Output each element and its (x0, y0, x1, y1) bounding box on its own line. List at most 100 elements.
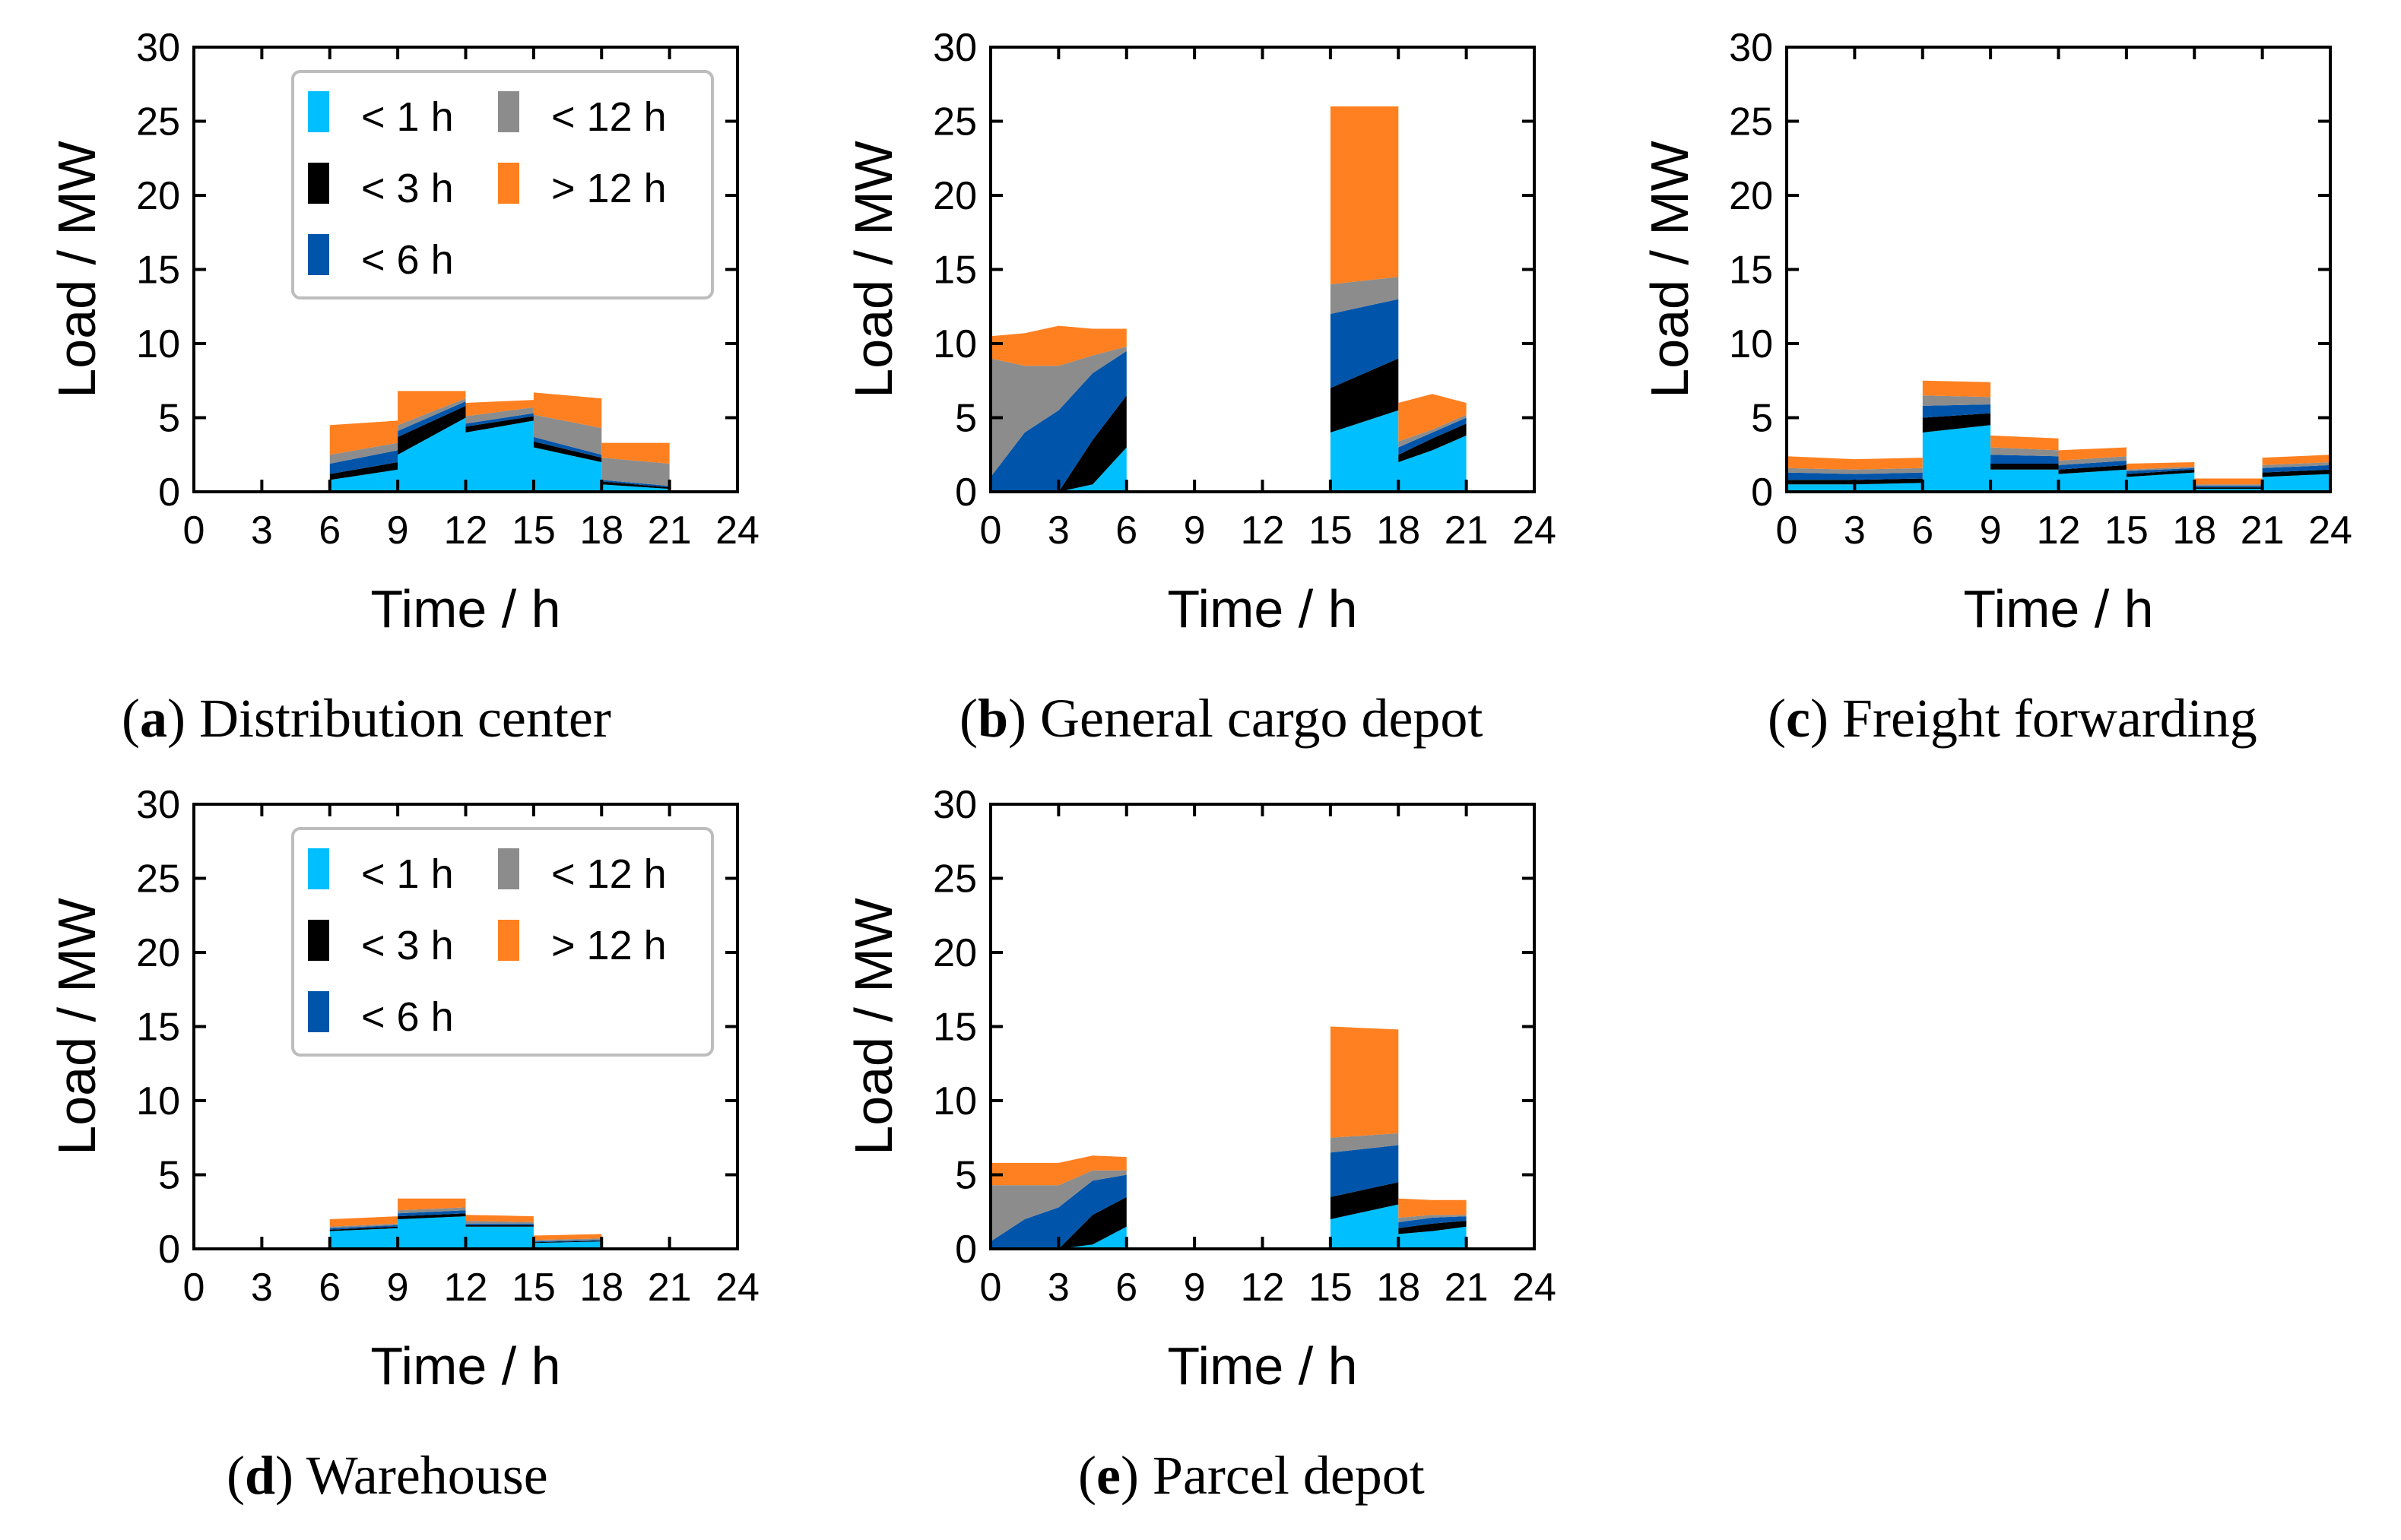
x-tick-label: 24 (1512, 1266, 1556, 1310)
caption-letter: d (245, 1445, 275, 1506)
x-tick-label: 24 (715, 1266, 760, 1310)
chart-b: 0 5 10 15 20 25 30 0 3 6 9 12 15 18 21 24 Time / h Load /… (844, 26, 1556, 749)
caption-text: ) Freight forwarding (1810, 688, 2257, 749)
area-b-lt6h (991, 299, 1534, 492)
caption-text: ) General cargo depot (1008, 688, 1483, 749)
x-tick-label: 18 (579, 1266, 623, 1310)
x-tick-label: 24 (2308, 509, 2352, 553)
chart-c: 0 5 10 15 20 25 30 0 3 6 9 12 15 18 21 24 Time / h Load /… (1640, 26, 2352, 749)
y-tick-label: 10 (136, 1079, 180, 1123)
legend-swatch-lt3h (308, 920, 329, 961)
plot-frame-c (1785, 46, 2332, 493)
y-tick-label: 25 (136, 857, 180, 902)
x-tick-label: 0 (183, 1266, 205, 1310)
y-tick-label: 15 (1729, 249, 1773, 293)
y-tick-label: 30 (136, 26, 180, 70)
y-tick-label: 10 (1729, 322, 1773, 366)
x-tick-label: 15 (1308, 1266, 1353, 1310)
legend-swatch-lt1h (308, 91, 329, 132)
caption-letter: b (978, 688, 1008, 749)
area-a-gt12h (194, 391, 737, 492)
y-axis-label: Load / MW (844, 898, 903, 1155)
y-tick-label: 20 (1729, 174, 1773, 218)
y-tick-label: 5 (158, 397, 180, 441)
x-tick-label: 12 (1241, 509, 1285, 553)
x-tick-label: 9 (387, 1266, 409, 1310)
x-tick-label: 6 (1911, 509, 1933, 553)
x-tick-label: 6 (319, 1266, 341, 1310)
x-tick-label: 15 (512, 1266, 556, 1310)
x-tick-label: 24 (1512, 509, 1556, 553)
x-tick-label: 3 (1844, 509, 1866, 553)
y-tick-label: 20 (136, 931, 180, 975)
y-tick-label: 15 (933, 1006, 977, 1050)
y-tick-label: 0 (1751, 471, 1773, 515)
legend-swatch-lt1h (308, 848, 329, 889)
x-tick-label: 15 (2104, 509, 2149, 553)
x-axis-label: Time / h (1963, 579, 2153, 638)
legend-swatch-gt12h (498, 920, 519, 961)
x-tick-label: 12 (444, 1266, 488, 1310)
legend-label-gt12h: > 12 h (551, 166, 667, 211)
x-tick-label: 0 (183, 509, 205, 553)
x-tick-label: 0 (1776, 509, 1798, 553)
y-tick-label: 0 (955, 471, 977, 515)
area-c-gt12h (1787, 380, 2330, 485)
legend-label-lt3h: < 3 h (361, 923, 454, 968)
x-tick-label: 0 (980, 1266, 1002, 1310)
x-axis-label: Time / h (1167, 579, 1357, 638)
area-e-lt6h (991, 1145, 1534, 1249)
panel-caption: (d) Warehouse (227, 1445, 548, 1506)
x-axis-label: Time / h (370, 1336, 560, 1396)
x-tick-label: 3 (251, 1266, 273, 1310)
caption-text: ) Warehouse (275, 1445, 548, 1506)
y-tick-label: 20 (136, 174, 180, 218)
legend-swatch-lt6h (308, 234, 329, 275)
x-tick-label: 12 (1241, 1266, 1285, 1310)
x-tick-label: 18 (1376, 509, 1420, 553)
x-tick-label: 6 (319, 509, 341, 553)
area-b-lt3h (991, 358, 1534, 492)
legend-label-lt12h: < 12 h (551, 851, 667, 897)
caption-text: ) Parcel depot (1121, 1445, 1425, 1506)
y-tick-label: 0 (158, 471, 180, 515)
caption-open: ( (959, 688, 978, 749)
area-c-lt6h (1787, 404, 2330, 488)
legend-swatch-lt12h (498, 91, 519, 132)
y-tick-label: 10 (933, 1079, 977, 1123)
caption-open: ( (227, 1445, 245, 1506)
caption-open: ( (1078, 1445, 1096, 1506)
panel-caption: (e) Parcel depot (1078, 1445, 1425, 1506)
x-tick-label: 15 (512, 509, 556, 553)
x-tick-label: 24 (715, 509, 760, 553)
panel-caption: (b) General cargo depot (959, 688, 1483, 749)
panel-caption: (a) Distribution center (122, 688, 611, 749)
caption-text: ) Distribution center (167, 688, 611, 749)
legend-swatch-lt3h (308, 163, 329, 204)
legend-label-lt6h: < 6 h (361, 237, 454, 283)
y-tick-label: 30 (1729, 26, 1773, 70)
y-tick-label: 5 (158, 1154, 180, 1198)
legend: < 1 h < 12 h < 3 h > 12 h < 6 h (291, 70, 714, 299)
area-e-lt3h (991, 1182, 1534, 1249)
y-axis-label: Load / MW (844, 141, 903, 398)
y-axis-label: Load / MW (47, 898, 106, 1155)
y-tick-label: 25 (136, 100, 180, 144)
y-tick-label: 30 (933, 26, 977, 70)
y-tick-label: 25 (933, 100, 977, 144)
x-tick-label: 18 (2172, 509, 2216, 553)
legend: < 1 h < 12 h < 3 h > 12 h < 6 h (291, 827, 714, 1057)
y-tick-label: 0 (955, 1228, 977, 1272)
legend-label-lt6h: < 6 h (361, 994, 454, 1040)
legend-swatch-lt12h (498, 848, 519, 889)
y-tick-label: 5 (1751, 397, 1773, 441)
legend-label-gt12h: > 12 h (551, 923, 667, 968)
y-tick-label: 5 (955, 1154, 977, 1198)
y-tick-label: 20 (933, 174, 977, 218)
x-tick-label: 21 (1445, 509, 1489, 553)
x-tick-label: 3 (251, 509, 273, 553)
area-a-lt12h (194, 398, 737, 492)
x-tick-label: 18 (1376, 1266, 1420, 1310)
x-tick-label: 18 (579, 509, 623, 553)
